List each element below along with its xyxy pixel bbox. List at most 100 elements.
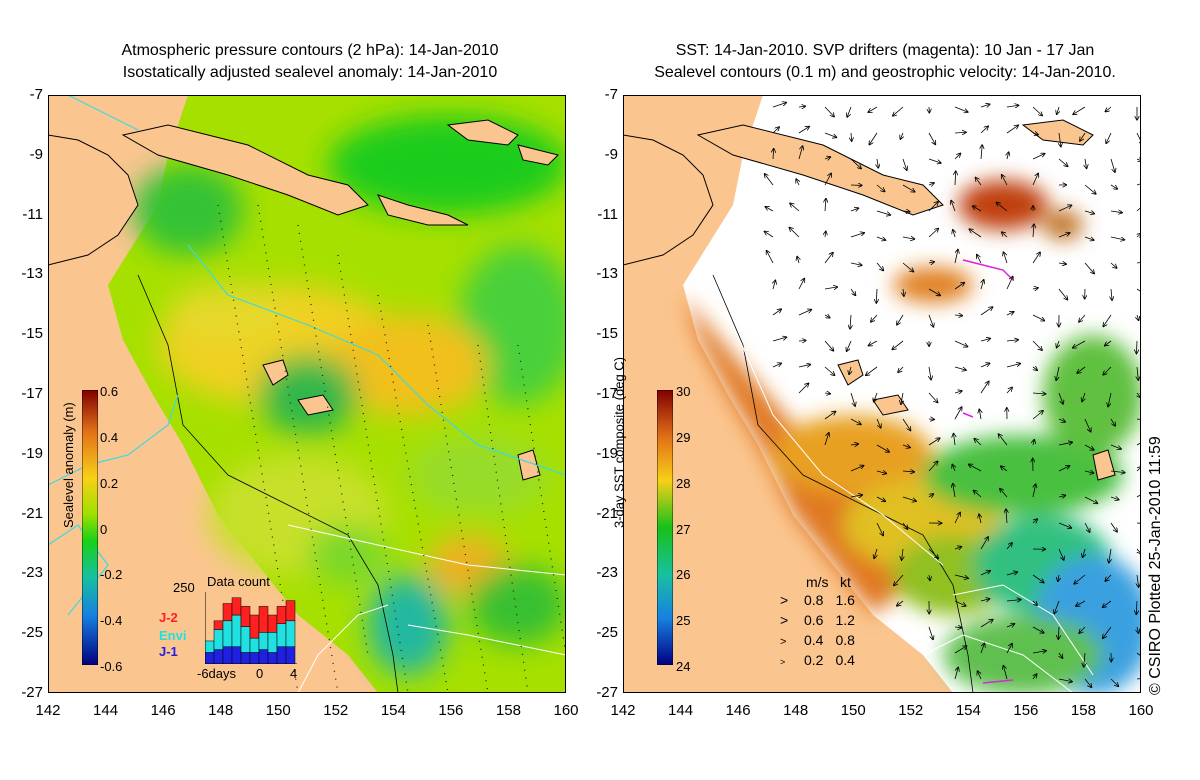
velocity-arrow xyxy=(1105,340,1112,346)
velocity-arrow xyxy=(976,178,982,186)
data-count-bar-j1 xyxy=(276,646,287,664)
data-count-bar-envi xyxy=(267,632,278,653)
velocity-arrow xyxy=(928,626,933,639)
colorbar-tick-label: 29 xyxy=(676,429,691,445)
data-count-ymax: 250 xyxy=(173,580,195,595)
data-count-bar-j2 xyxy=(258,606,269,633)
velocity-arrow xyxy=(1136,522,1141,524)
velocity-arrow xyxy=(1058,263,1066,264)
velocity-arrow xyxy=(1032,651,1046,653)
velocity-arrow xyxy=(892,340,904,349)
velocity-arrow xyxy=(954,153,960,160)
data-count-bar-envi xyxy=(231,614,242,647)
colorbar-tick-label: 0.6 xyxy=(100,384,119,399)
velocity-arrow xyxy=(1032,154,1045,160)
velocity-arrow xyxy=(850,418,861,424)
left-y-tick-label: -9 xyxy=(29,145,43,163)
velocity-arrow xyxy=(1032,106,1042,116)
velocity-arrow xyxy=(1006,312,1014,315)
velocity-arrow xyxy=(1079,314,1086,322)
velocity-arrow xyxy=(1058,288,1067,300)
inset-xlabel-end: 4 xyxy=(290,666,298,681)
velocity-arrow xyxy=(974,439,982,446)
data-count-bar-j2 xyxy=(240,606,251,627)
velocity-arrow xyxy=(847,106,852,117)
velocity-arrow xyxy=(902,262,913,272)
velocity-arrow xyxy=(903,288,904,296)
velocity-arrow xyxy=(1084,184,1096,194)
velocity-arrow xyxy=(1136,183,1141,186)
velocity-arrow xyxy=(868,106,878,112)
velocity-arrow xyxy=(1084,418,1091,432)
velocity-arrow xyxy=(1032,173,1038,186)
velocity-arrow xyxy=(1103,626,1112,638)
velocity-kt: 0.4 xyxy=(835,652,855,668)
velocity-arrow xyxy=(1084,652,1085,667)
velocity-arrow xyxy=(824,287,837,289)
velocity-arrow xyxy=(974,490,982,498)
velocity-arrow xyxy=(789,228,800,238)
velocity-arrow xyxy=(1084,496,1097,503)
left-x-tick-label: 152 xyxy=(323,702,349,719)
velocity-arrow xyxy=(1033,674,1037,680)
velocity-arrow xyxy=(969,229,982,238)
right-y-tick-label: -23 xyxy=(596,564,618,582)
velocity-arrow xyxy=(1136,652,1141,657)
velocity-arrow xyxy=(1002,232,1008,238)
velocity-key-row: >0.4 0.8 xyxy=(780,632,855,648)
velocity-arrow xyxy=(1058,442,1072,445)
right-y-tick-label: -19 xyxy=(596,444,618,462)
velocity-arrow xyxy=(1136,288,1141,293)
drifter-track xyxy=(982,679,1014,684)
velocity-arrow xyxy=(824,340,833,351)
velocity-key-row: >0.8 1.6 xyxy=(780,592,855,608)
data-count-bar-envi xyxy=(205,640,215,653)
velocity-arrow xyxy=(1103,366,1112,375)
velocity-arrow xyxy=(772,309,781,316)
right-y-tick-label: -13 xyxy=(596,265,618,283)
geostrophic-velocity-arrows xyxy=(764,103,1141,688)
velocity-arrow xyxy=(928,202,938,212)
velocity-arrow xyxy=(1110,262,1117,268)
velocity-arrow xyxy=(1137,314,1139,320)
velocity-arrow xyxy=(980,307,993,316)
velocity-arrow xyxy=(765,174,774,186)
velocity-arrow xyxy=(897,314,904,325)
velocity-arrow xyxy=(1082,392,1085,401)
velocity-arrow xyxy=(928,262,934,263)
velocity-arrow xyxy=(1106,132,1112,143)
drifter-track xyxy=(962,412,974,418)
velocity-arrow xyxy=(1110,522,1117,532)
velocity-arrow xyxy=(798,127,809,134)
velocity-arrow xyxy=(1056,366,1060,380)
velocity-arrow xyxy=(1032,314,1044,321)
velocity-arrow xyxy=(1110,497,1119,500)
velocity-arrow xyxy=(1110,471,1125,473)
velocity-kt: 1.2 xyxy=(835,612,855,628)
colorbar-tick-label: 28 xyxy=(676,475,691,491)
velocity-arrow xyxy=(773,280,775,290)
velocity-arrow xyxy=(1084,522,1090,532)
velocity-arrow xyxy=(824,433,829,446)
velocity-arrow xyxy=(897,600,904,606)
velocity-arrow xyxy=(1006,105,1019,107)
velocity-arrow xyxy=(900,132,903,139)
velocity-arrow xyxy=(1108,392,1112,407)
velocity-arrow xyxy=(824,132,836,137)
velocity-arrow xyxy=(954,646,967,654)
velocity-arrow xyxy=(1033,519,1037,523)
velocity-arrow xyxy=(790,203,800,212)
velocity-arrow xyxy=(866,366,878,375)
data-count-bar-envi xyxy=(258,632,269,650)
velocity-arrow xyxy=(1137,366,1138,380)
velocity-arrow xyxy=(928,288,940,295)
right-x-tick-label: 154 xyxy=(955,702,981,719)
velocity-arrow xyxy=(954,315,962,316)
velocity-arrow xyxy=(1032,393,1046,394)
velocity-arrow xyxy=(1110,211,1122,213)
velocity-arrow xyxy=(798,106,805,107)
velocity-arrow xyxy=(952,465,955,472)
velocity-arrow xyxy=(1137,392,1141,397)
velocity-arrow xyxy=(1103,314,1112,326)
velocity-arrow xyxy=(954,250,958,264)
